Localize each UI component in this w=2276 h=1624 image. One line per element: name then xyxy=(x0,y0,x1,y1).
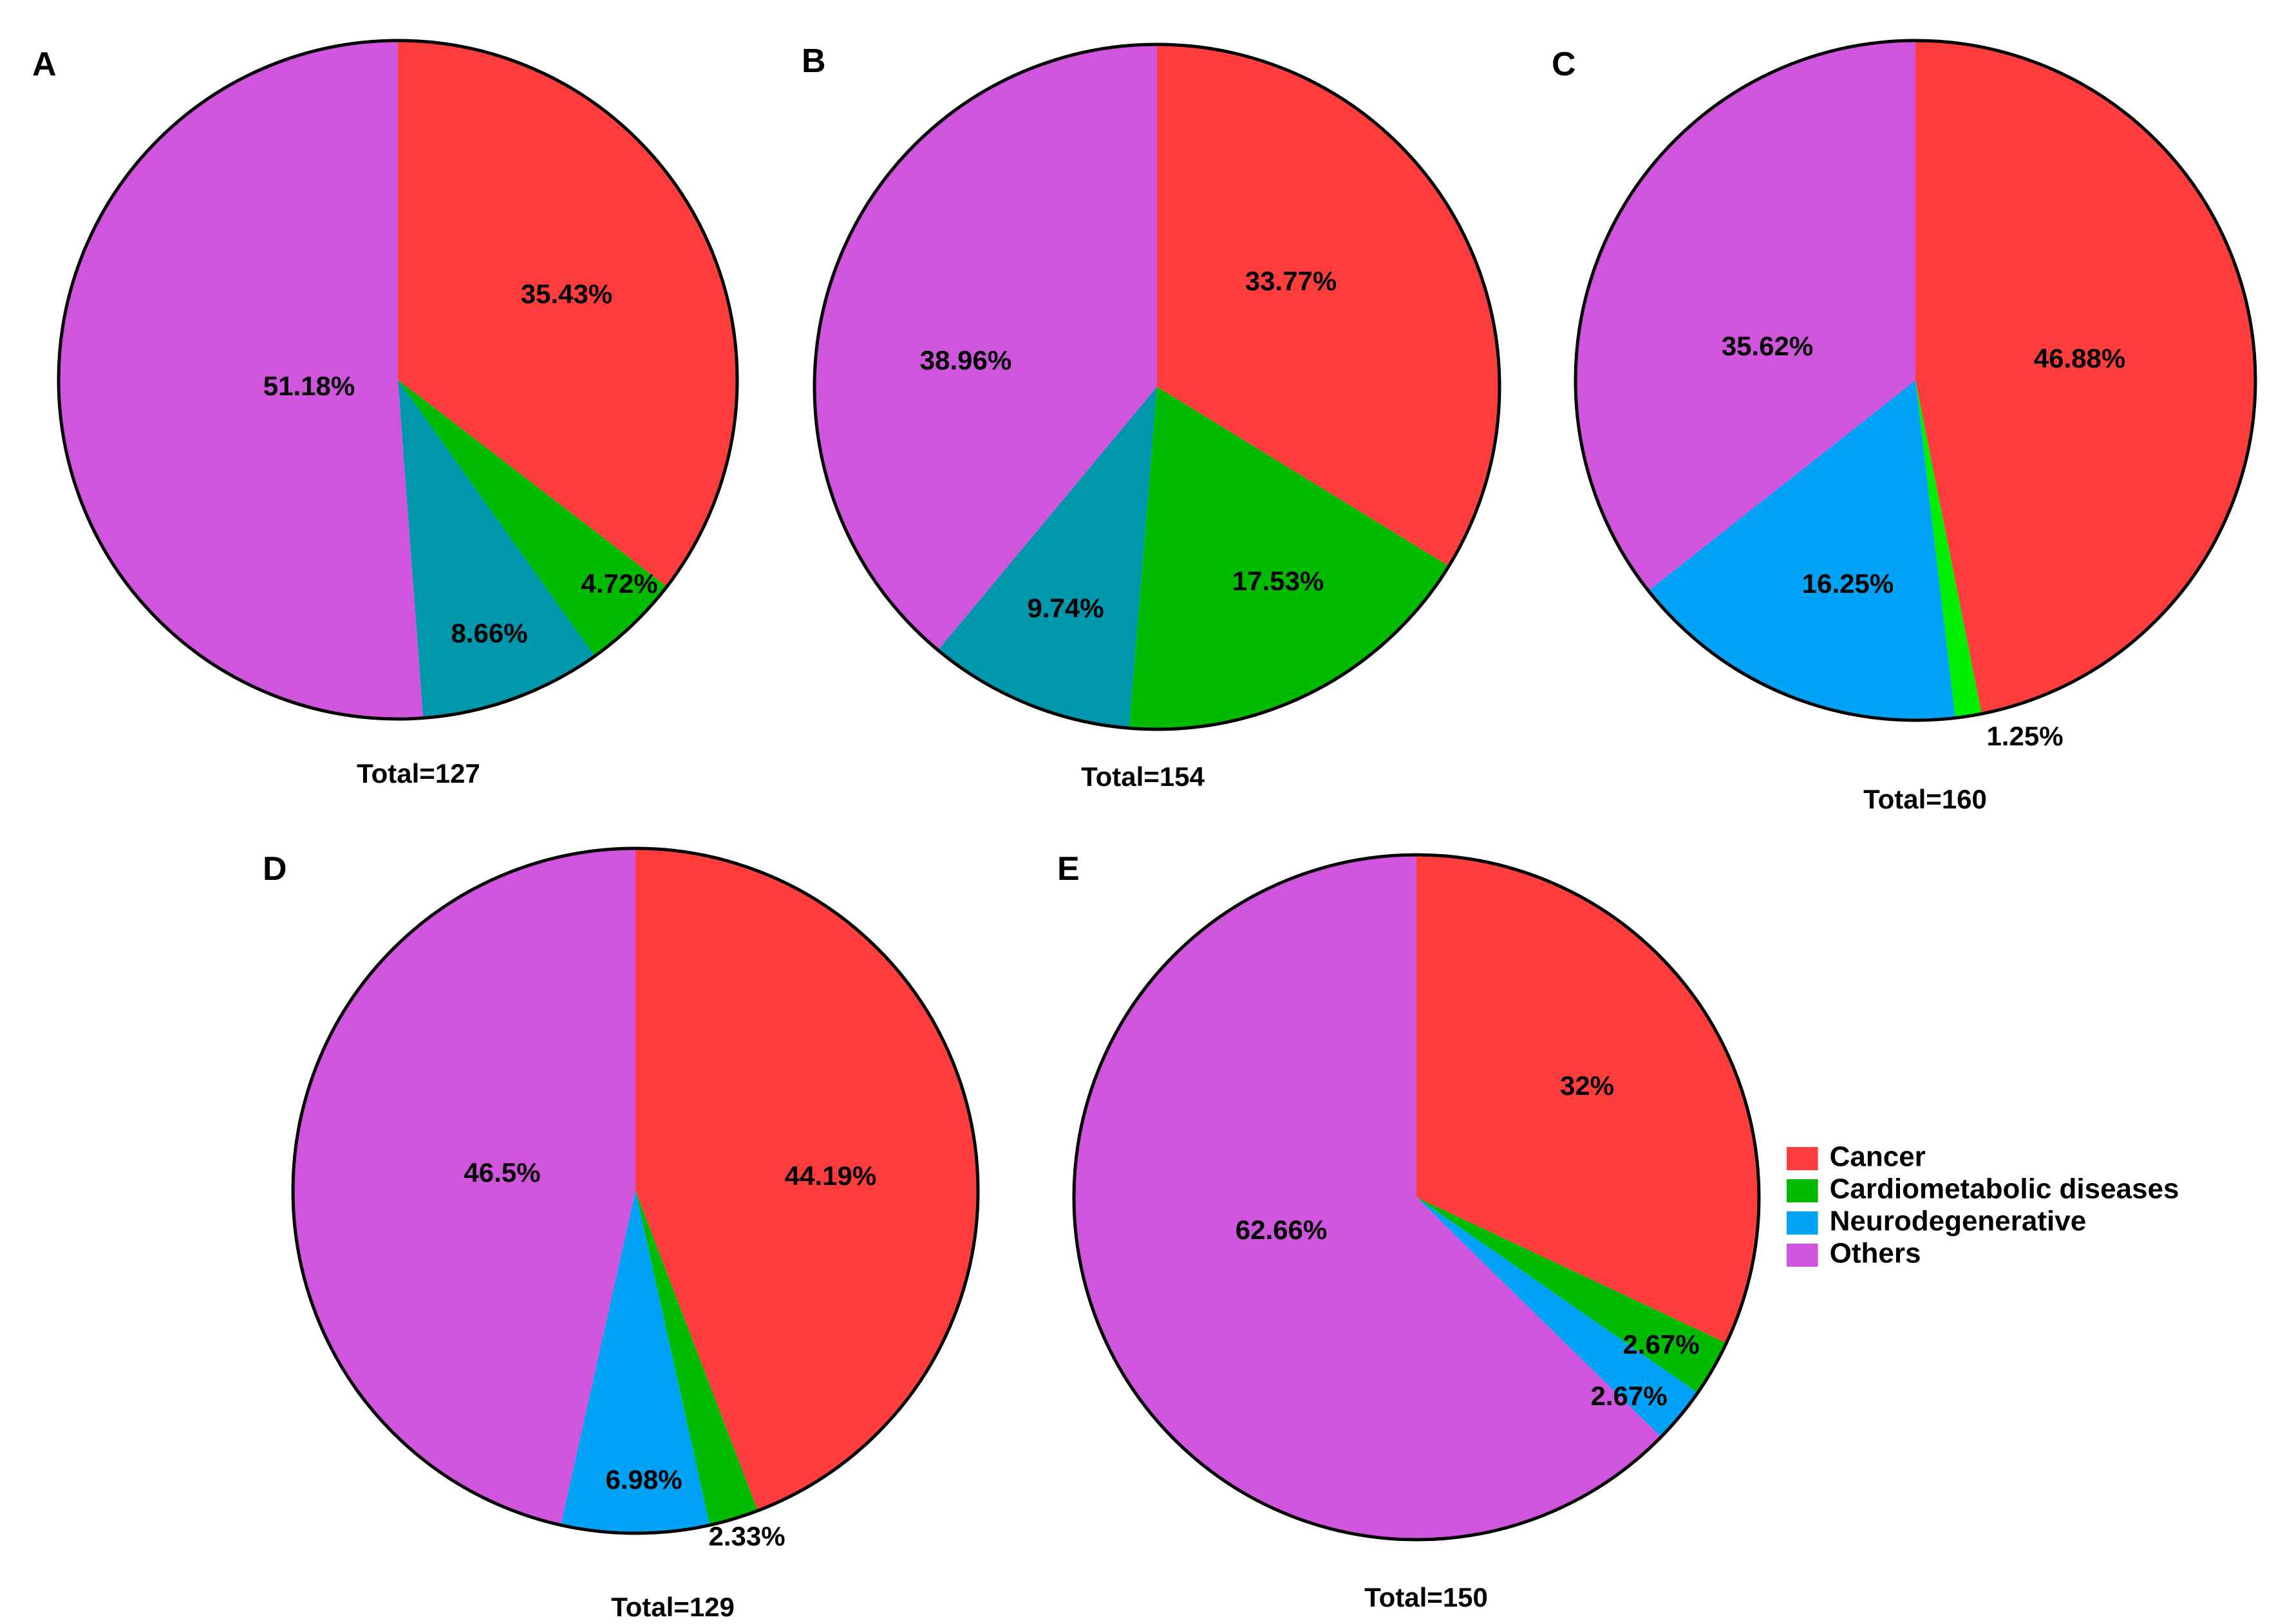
total-label: Total=154 xyxy=(1081,761,1205,792)
legend-item-neurodegenerative: Neurodegenerative xyxy=(1787,1206,2086,1237)
total-label: Total=127 xyxy=(357,758,480,789)
pie-slice-cardiometabolic-diseases xyxy=(635,1191,758,1526)
pie-outline xyxy=(57,39,739,721)
legend-swatch xyxy=(1787,1179,1818,1202)
pie-slice-cardiometabolic-diseases xyxy=(1129,387,1449,730)
pie-slice-cancer xyxy=(1915,41,2256,714)
data-label-cardiometabolic-diseases: 1.25% xyxy=(1986,721,2063,751)
total-label: Total=150 xyxy=(1364,1582,1488,1612)
pie-slice-neurodegenerative xyxy=(1648,380,1955,721)
legend-swatch xyxy=(1787,1211,1818,1235)
pie-slice-others xyxy=(1073,855,1661,1540)
data-label-others: 38.96% xyxy=(920,345,1011,375)
pie-slice-cardiometabolic-diseases xyxy=(1416,1197,1727,1393)
data-label-cardiometabolic-diseases: 2.33% xyxy=(708,1521,785,1551)
panel-letter: D xyxy=(263,850,287,888)
pie-panel-b: 33.77% 17.53% 9.74% 38.96% B Total=154 xyxy=(802,42,1501,792)
data-label-cardiometabolic-diseases: 2.67% xyxy=(1622,1329,1699,1359)
data-label-neurodegenerative: 8.66% xyxy=(451,618,527,648)
pie-slice-cancer xyxy=(1157,44,1500,566)
data-label-cancer: 44.19% xyxy=(785,1161,876,1191)
data-label-cancer: 33.77% xyxy=(1245,266,1337,296)
data-label-neurodegenerative: 16.25% xyxy=(1802,568,1894,599)
data-label-cancer: 35.43% xyxy=(521,279,612,309)
pie-slice-cancer xyxy=(635,848,978,1511)
panel-letter: B xyxy=(802,42,826,80)
pie-slice-neurodegenerative xyxy=(398,380,595,718)
data-label-neurodegenerative: 2.67% xyxy=(1590,1381,1667,1411)
panel-letter: E xyxy=(1057,850,1080,888)
legend-swatch xyxy=(1787,1244,1818,1267)
pie-slice-cancer xyxy=(1416,855,1759,1343)
pie-outline xyxy=(1072,853,1761,1542)
legend-item-others: Others xyxy=(1787,1238,1921,1269)
legend-swatch xyxy=(1787,1147,1818,1170)
legend-label: Others xyxy=(1830,1238,1921,1269)
pie-slice-others xyxy=(292,848,635,1526)
pie-slice-cardiometabolic-diseases xyxy=(398,380,667,657)
pie-panel-e: 32% 2.67% 2.67% 62.66% E Total=150 xyxy=(1057,850,1761,1612)
data-label-cancer: 46.88% xyxy=(2034,343,2125,373)
legend-item-cardiometabolic-diseases: Cardiometabolic diseases xyxy=(1787,1173,2179,1205)
total-label: Total=129 xyxy=(611,1592,735,1622)
legend-item-cancer: Cancer xyxy=(1787,1141,1926,1173)
data-label-cardiometabolic-diseases: 17.53% xyxy=(1232,566,1324,596)
panel-letter: C xyxy=(1552,46,1576,83)
pie-slice-cardiometabolic-diseases xyxy=(1915,380,1982,718)
pie-panel-c: 46.88% 1.25% 16.25% 35.62% C Total=160 xyxy=(1552,39,2257,814)
legend-label: Cancer xyxy=(1830,1141,1926,1173)
pie-slice-neurodegenerative xyxy=(937,387,1157,729)
total-label: Total=160 xyxy=(1863,784,1987,814)
pie-slice-others xyxy=(814,44,1157,651)
pie-slice-neurodegenerative xyxy=(1416,1197,1698,1437)
pie-slice-neurodegenerative xyxy=(560,1191,710,1533)
data-label-neurodegenerative: 6.98% xyxy=(605,1464,682,1495)
data-label-cancer: 32% xyxy=(1560,1070,1614,1101)
data-label-others: 35.62% xyxy=(1722,331,1813,361)
data-label-others: 62.66% xyxy=(1236,1215,1327,1245)
pie-panels: 35.43% 4.72% 8.66% 51.18% A Total=127 33.77% 17… xyxy=(32,39,2257,1622)
pie-slice-others xyxy=(59,41,424,719)
legend-label: Neurodegenerative xyxy=(1830,1206,2087,1237)
data-label-others: 51.18% xyxy=(263,371,355,401)
pie-slice-cancer xyxy=(398,41,738,587)
data-label-neurodegenerative: 9.74% xyxy=(1027,593,1104,623)
pie-panel-d: 44.19% 2.33% 6.98% 46.5% D Total=129 xyxy=(263,846,980,1622)
pie-outline xyxy=(813,42,1501,731)
data-label-others: 46.5% xyxy=(464,1157,540,1188)
legend-label: Cardiometabolic diseases xyxy=(1830,1173,2179,1205)
pie-outline xyxy=(291,846,980,1535)
panel-letter: A xyxy=(32,46,57,83)
pie-slice-others xyxy=(1575,41,1915,591)
pie-outline xyxy=(1574,39,2257,722)
pie-panel-a: 35.43% 4.72% 8.66% 51.18% A Total=127 xyxy=(32,39,739,789)
data-label-cardiometabolic-diseases: 4.72% xyxy=(581,568,657,599)
